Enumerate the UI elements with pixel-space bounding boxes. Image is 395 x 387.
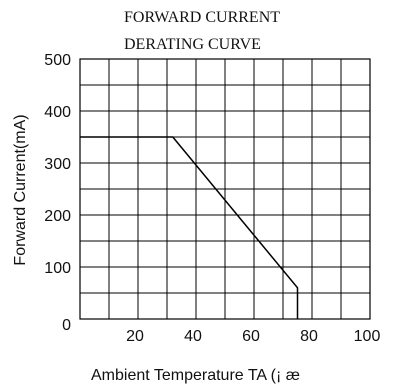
y-tick-label: 400 <box>44 104 71 121</box>
y-tick-label: 200 <box>44 208 71 225</box>
derating-curve-line <box>80 136 299 319</box>
y-tick-label: 100 <box>44 260 71 277</box>
x-tick-labels: 20 40 60 80 100 <box>126 328 380 345</box>
x-tick-label: 60 <box>242 328 260 345</box>
chart-title-line-2: DERATING CURVE <box>124 36 261 53</box>
y-tick-label: 0 <box>62 317 71 334</box>
y-tick-labels: 0 100 200 300 400 500 <box>44 52 71 334</box>
y-tick-label: 500 <box>44 52 71 69</box>
y-tick-label: 300 <box>44 156 71 173</box>
x-tick-label: 40 <box>184 328 202 345</box>
y-axis-label: Forward Current(mA) <box>12 114 29 265</box>
x-axis-label: Ambient Temperature TA (¡ æ <box>91 367 300 384</box>
x-tick-label: 100 <box>354 328 381 345</box>
plot-frame <box>79 58 371 320</box>
grid <box>80 59 370 319</box>
x-tick-label: 20 <box>126 328 144 345</box>
x-tick-label: 80 <box>300 328 318 345</box>
chart-title-line-1: FORWARD CURRENT <box>124 9 280 26</box>
